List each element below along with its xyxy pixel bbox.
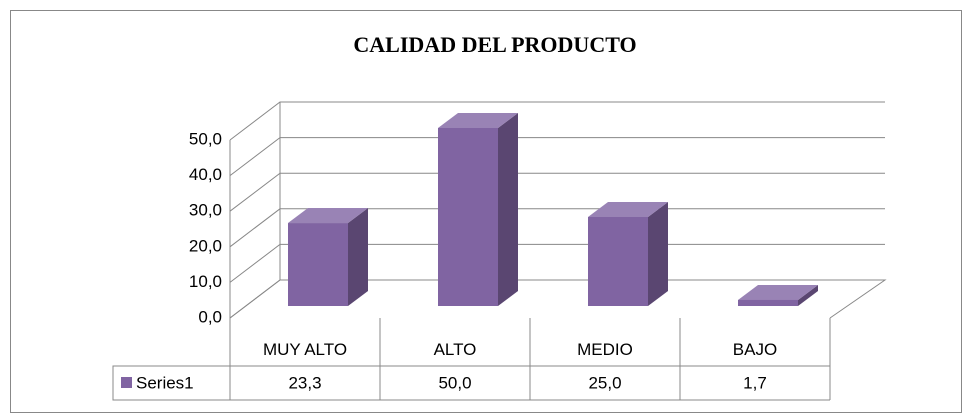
bar-side xyxy=(648,202,668,306)
grid-line xyxy=(229,137,885,176)
bar-top xyxy=(288,208,368,224)
bar-side xyxy=(348,208,368,306)
bar-top xyxy=(588,202,668,217)
x-tick-label: BAJO xyxy=(733,340,777,359)
chart-title: CALIDAD DEL PRODUCTO xyxy=(353,32,636,57)
y-tick-label: 10,0 xyxy=(189,272,222,291)
y-tick-label: 50,0 xyxy=(189,129,222,148)
bar-top xyxy=(438,113,518,128)
grid-line xyxy=(229,172,885,212)
bar-side xyxy=(798,284,818,306)
y-tick-label: 40,0 xyxy=(189,165,222,184)
x-tick-label: ALTO xyxy=(434,340,477,359)
y-tick-label: 0,0 xyxy=(198,307,222,326)
x-tick-label: MUY ALTO xyxy=(263,340,347,359)
bar-side xyxy=(498,113,518,306)
bar xyxy=(738,299,798,306)
legend-swatch xyxy=(121,377,132,388)
grid-line xyxy=(229,208,885,248)
grid-line xyxy=(229,243,885,283)
bar xyxy=(288,223,348,306)
table-value: 25,0 xyxy=(588,373,621,392)
y-tick-label: 20,0 xyxy=(189,236,222,255)
x-tick-label: MEDIO xyxy=(577,340,633,359)
table-value: 1,7 xyxy=(743,373,767,392)
bar xyxy=(438,128,498,306)
table-value: 50,0 xyxy=(438,373,471,392)
legend-label: Series1 xyxy=(136,373,194,392)
grid-line xyxy=(229,101,885,141)
bar-top xyxy=(738,284,818,300)
table-value: 23,3 xyxy=(288,373,321,392)
grid-line xyxy=(229,279,885,319)
bar xyxy=(588,217,648,306)
y-tick-label: 30,0 xyxy=(189,201,222,220)
